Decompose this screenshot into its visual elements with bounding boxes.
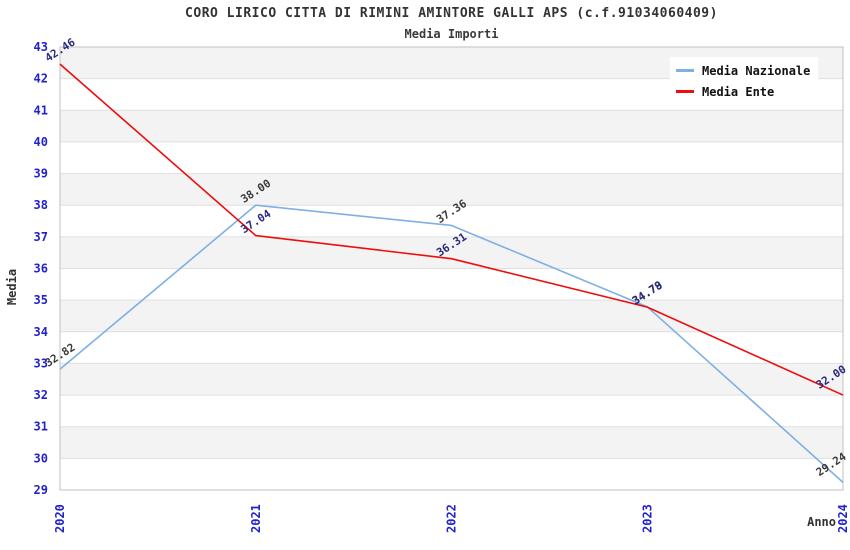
y-tick-label: 43 (34, 40, 48, 54)
plot-band (60, 300, 843, 332)
legend: Media Nazionale Media Ente (670, 57, 819, 106)
y-tick-label: 30 (34, 451, 48, 465)
chart-subtitle: Media Importi (404, 27, 499, 41)
legend-label-media-ente: Media Ente (702, 84, 775, 99)
legend-item-media-ente: Media Ente (676, 83, 810, 100)
y-tick-label: 42 (34, 72, 48, 86)
y-tick-label: 40 (34, 135, 48, 149)
x-tick-label: 2020 (53, 504, 67, 533)
plot-band (60, 363, 843, 396)
y-tick-label: 31 (34, 420, 48, 434)
legend-swatch-media-ente-icon (676, 90, 694, 93)
x-axis-title: Anno (807, 515, 836, 529)
y-tick-label: 36 (34, 262, 48, 276)
y-tick-label: 38 (34, 198, 48, 212)
y-tick-label: 34 (34, 325, 48, 339)
y-tick-label: 39 (34, 167, 48, 181)
media-ente-line (59, 63, 844, 396)
chart-title: CORO LIRICO CITTA DI RIMINI AMINTORE GAL… (185, 6, 718, 21)
plot-band (60, 426, 843, 459)
legend-label-media-nazionale: Media Nazionale (702, 63, 811, 78)
x-tick-label: 2021 (249, 504, 263, 533)
y-tick-label: 33 (34, 356, 48, 370)
y-axis-title: Media (5, 268, 19, 306)
legend-swatch-media-nazionale-icon (676, 69, 694, 72)
plot-band (60, 110, 843, 142)
y-tick-label: 37 (34, 230, 48, 244)
x-tick-label: 2024 (836, 504, 850, 533)
y-tick-label: 35 (34, 293, 48, 307)
y-tick-label: 41 (34, 103, 48, 117)
plot-band (60, 173, 843, 206)
x-tick-label: 2022 (445, 504, 459, 533)
y-tick-label: 29 (34, 483, 48, 497)
plot-band (60, 236, 843, 269)
legend-item-media-nazionale: Media Nazionale (676, 62, 810, 79)
x-tick-label: 2023 (640, 504, 654, 533)
media-nazionale-line (59, 204, 844, 484)
plot-border (59, 46, 844, 491)
media-ente-data-label: 37.04 (238, 207, 273, 236)
y-tick-label: 32 (34, 388, 48, 402)
